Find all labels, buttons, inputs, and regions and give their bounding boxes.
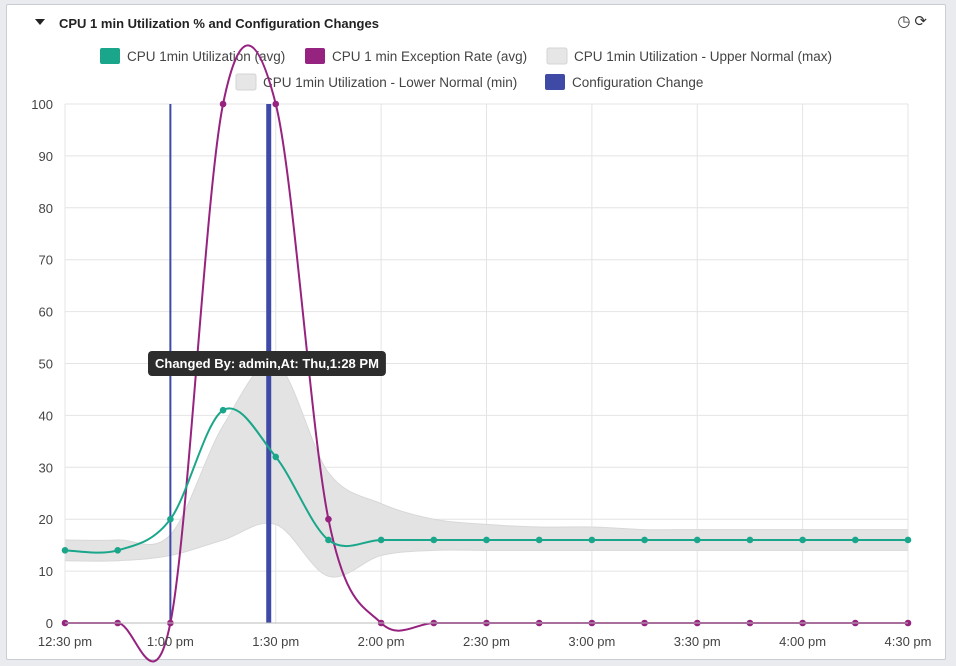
- normal-range-area: [65, 362, 908, 578]
- utilization-point: [377, 536, 385, 544]
- utilization-point: [852, 536, 859, 544]
- legend-label: CPU 1min Utilization (avg): [127, 49, 285, 64]
- utilization-point: [588, 536, 596, 544]
- legend-label: CPU 1 min Exception Rate (avg): [332, 49, 527, 64]
- x-tick-label: 3:30 pm: [674, 634, 721, 649]
- utilization-point: [219, 406, 227, 414]
- utilization-line: [64, 407, 908, 554]
- x-tick-label: 4:00 pm: [779, 634, 826, 649]
- x-tick-label: 1:00 pm: [147, 634, 194, 649]
- y-tick-label: 40: [39, 408, 53, 423]
- x-tick-label: 1:30 pm: [252, 634, 299, 649]
- y-tick-label: 90: [39, 149, 53, 164]
- chart-tooltip: Changed By: admin,At: Thu,1:28 PM: [148, 351, 386, 376]
- utilization-point: [693, 536, 701, 544]
- panel-title: CPU 1 min Utilization % and Configuratio…: [59, 16, 379, 31]
- series-points: [61, 100, 912, 627]
- normal-band: [64, 362, 908, 578]
- utilization-point: [799, 536, 806, 544]
- legend-swatch: [100, 48, 120, 64]
- y-tick-label: 30: [39, 460, 53, 475]
- y-tick-label: 100: [31, 97, 53, 112]
- legend-swatch: [305, 48, 325, 64]
- y-tick-label: 50: [39, 357, 53, 372]
- y-tick-label: 0: [46, 616, 53, 631]
- x-tick-label: 3:00 pm: [568, 634, 615, 649]
- x-tick-label: 4:30 pm: [885, 634, 932, 649]
- x-tick-label: 12:30 pm: [38, 634, 92, 649]
- exception-rate-point: [325, 515, 332, 523]
- collapse-icon[interactable]: [35, 19, 45, 25]
- y-tick-label: 70: [39, 253, 53, 268]
- y-tick-label: 20: [39, 512, 53, 527]
- legend-swatch: [545, 74, 565, 90]
- utilization-point: [325, 536, 332, 544]
- legend-label: CPU 1min Utilization - Upper Normal (max…: [574, 49, 832, 64]
- x-tick-label: 2:30 pm: [463, 634, 510, 649]
- tooltip-text: Changed By: admin,At: Thu,1:28 PM: [155, 356, 379, 371]
- utilization-point: [641, 536, 648, 544]
- y-tick-label: 80: [39, 201, 53, 216]
- refresh-icon[interactable]: ⟳: [914, 13, 927, 30]
- x-tick-label: 2:00 pm: [358, 634, 405, 649]
- exception-rate-point: [219, 100, 227, 108]
- utilization-point: [272, 453, 280, 461]
- utilization-point: [483, 536, 490, 544]
- tooltip-background: [148, 351, 386, 376]
- chart-axes: 0 10 20 30 40 50 60 70 80 90 100 12:30 pm 1:00 pm 1:3…: [31, 97, 931, 649]
- utilization-point: [535, 536, 543, 544]
- upper-normal-line: [64, 362, 908, 545]
- utilization-point: [746, 536, 754, 544]
- legend-swatch: [546, 47, 568, 65]
- header-icons: ◷ ⟳: [897, 14, 927, 29]
- utilization-point: [167, 515, 174, 523]
- legend-swatch: [235, 73, 257, 91]
- clock-icon[interactable]: ◷: [897, 13, 911, 30]
- utilization-point: [61, 547, 69, 554]
- y-tick-label: 10: [39, 564, 53, 579]
- utilization-point: [430, 536, 438, 544]
- exception-rate-point: [272, 100, 280, 108]
- y-tick-label: 60: [39, 305, 53, 320]
- utilization-point: [904, 536, 912, 544]
- chart-legend: CPU 1min Utilization (avg) CPU 1 min Exce…: [100, 47, 832, 91]
- panel-header: CPU 1 min Utilization % and Configuratio…: [7, 5, 945, 41]
- utilization-point: [114, 547, 121, 554]
- legend-label: CPU 1min Utilization - Lower Normal (min…: [263, 75, 517, 90]
- lower-normal-line: [64, 522, 908, 578]
- legend-label: Configuration Change: [572, 75, 703, 90]
